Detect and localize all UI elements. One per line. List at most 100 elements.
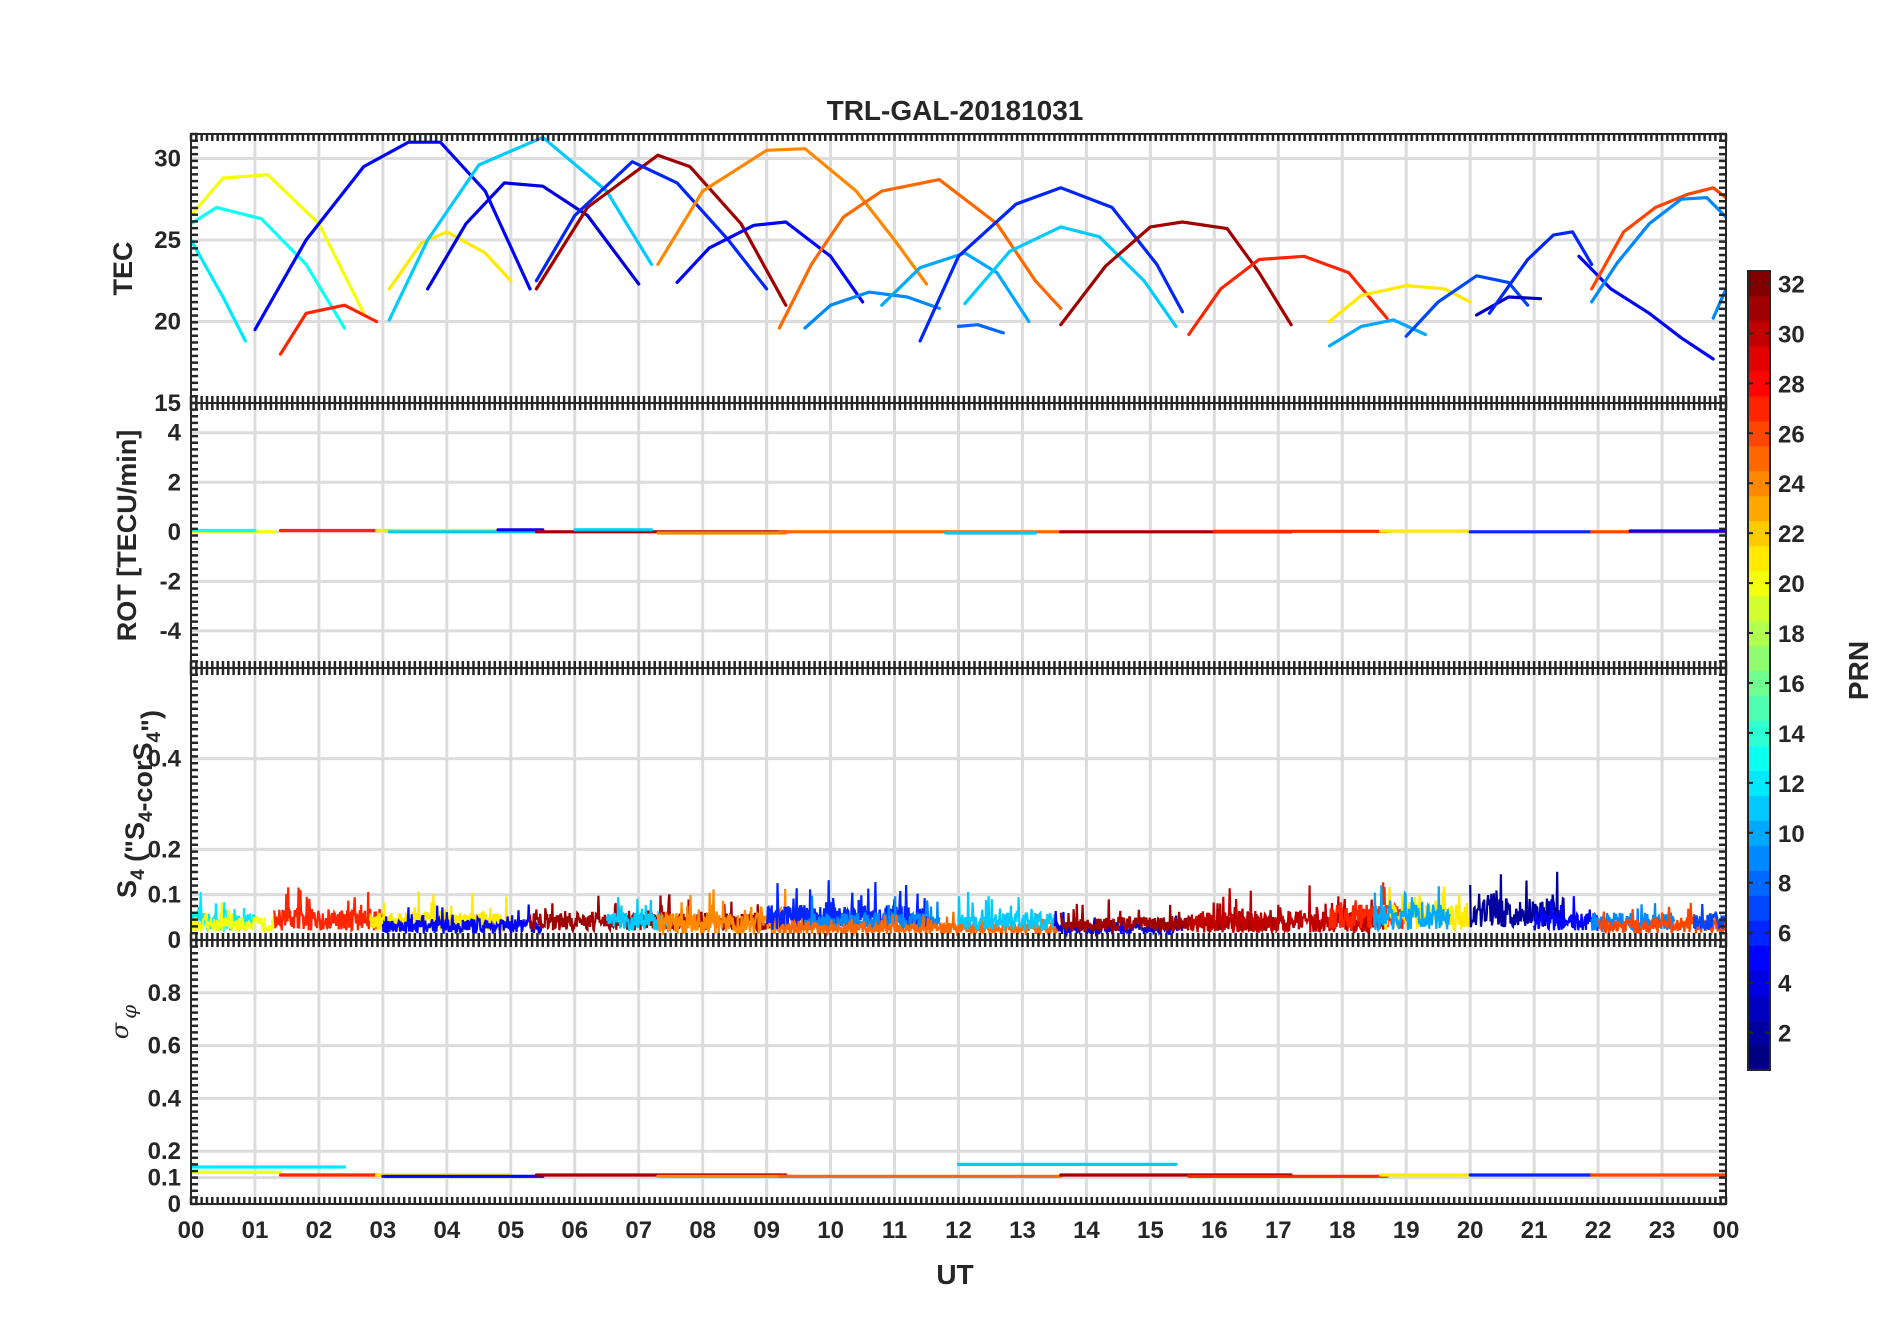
minor-ticks [189, 401, 1728, 670]
colorbar-tick-label: 2 [1778, 1021, 1791, 1048]
minor-ticks [189, 666, 1728, 942]
series-prn-31 [1059, 220, 1293, 327]
series-prn-27 [1187, 254, 1389, 337]
y-axis-label: S4 ("S4-corS4") [112, 710, 166, 898]
colorbar-tick-label: 16 [1778, 671, 1805, 698]
colorbar-step [1748, 770, 1770, 796]
x-tick-label: 13 [1009, 1217, 1036, 1244]
x-tick-label: 12 [945, 1217, 972, 1244]
colorbar-step [1748, 1045, 1770, 1071]
y-tick-label: 0 [168, 927, 181, 954]
series-prn-5 [253, 140, 532, 332]
x-tick-label: 00 [178, 1217, 205, 1244]
x-tick-label: 05 [497, 1217, 524, 1244]
x-tick-label: 19 [1393, 1217, 1420, 1244]
colorbar-step [1748, 520, 1770, 547]
colorbar-step [1748, 895, 1770, 921]
colorbar-tick-label: 28 [1778, 371, 1805, 398]
colorbar-frame [1747, 270, 1771, 1071]
y-tick-label: 0.2 [148, 836, 181, 863]
series-prn-24 [656, 147, 929, 286]
x-tick-label: 02 [306, 1217, 333, 1244]
series-prn-4 [426, 181, 641, 291]
series-prn-25 [777, 178, 1063, 330]
series-prn-11 [957, 891, 1056, 933]
panel-rot: -4 -2 0 2 4 ROT [TECU/min] [112, 401, 1728, 670]
x-tick-label: 11 [882, 1217, 907, 1244]
colorbar-step [1748, 745, 1770, 771]
y-tick-label: 25 [154, 227, 181, 254]
x-tick-label: 01 [242, 1217, 269, 1244]
y-tick-label: 20 [154, 308, 181, 335]
colorbar-step [1748, 445, 1770, 472]
colorbar-tick-label: 18 [1778, 621, 1805, 648]
series-prn-9 [1711, 287, 1726, 320]
colorbar-tick-label: 22 [1778, 521, 1805, 548]
panel-frame [190, 939, 1727, 1205]
colorbar-tick-label: 30 [1778, 321, 1805, 348]
y-tick-label: 4 [168, 420, 182, 447]
x-tick-label: 03 [370, 1217, 397, 1244]
colorbar-step [1748, 995, 1770, 1021]
colorbar-step [1748, 295, 1770, 322]
y-tick-label: 30 [154, 145, 181, 172]
colorbar-step [1748, 345, 1770, 372]
x-tick-label: 09 [753, 1217, 780, 1244]
colorbar-step [1748, 845, 1770, 871]
x-tick-label: 23 [1649, 1217, 1676, 1244]
data-layer [191, 135, 1726, 361]
colorbar-step [1748, 970, 1770, 996]
data-layer [191, 528, 1726, 535]
colorbar-tick-label: 24 [1778, 471, 1805, 498]
colorbar-step [1748, 670, 1770, 697]
colorbar-step [1748, 720, 1770, 747]
x-axis-label: UT [936, 1259, 973, 1290]
x-tick-label: 10 [817, 1217, 844, 1244]
colorbar-step [1748, 595, 1770, 622]
panel-s4: 0 0.1 0.2 0.4S4 ("S4-corS4") [112, 666, 1728, 954]
x-tick-label: 07 [625, 1217, 652, 1244]
colorbar-step [1748, 920, 1770, 946]
colorbar-step [1748, 395, 1770, 422]
series-prn-26 [1597, 902, 1726, 938]
series-prn-2 [1469, 871, 1567, 930]
series-prn-12 [191, 238, 247, 343]
colorbar-step [1748, 545, 1770, 572]
colorbar-tick-label: 26 [1778, 421, 1805, 448]
series-prn-5 [381, 904, 544, 936]
y-tick-label: -2 [160, 568, 181, 595]
colorbar-step [1748, 495, 1770, 522]
colorbar-step [1748, 870, 1770, 896]
series-prn-13 [191, 205, 347, 330]
colorbar-step [1748, 695, 1770, 722]
series-prn-9 [1590, 196, 1726, 304]
series-prn-27 [273, 887, 384, 933]
panel-tec: 15 20 25 30 TEC [108, 132, 1728, 417]
y-axis-label: ROT [TECU/min] [112, 430, 142, 641]
colorbar-step [1748, 620, 1770, 647]
series-prn-30 [1187, 885, 1388, 936]
series-prn-24 [656, 888, 787, 939]
colorbar-step [1748, 645, 1770, 672]
x-tick-label: 08 [689, 1217, 716, 1244]
y-axis-label: σφ [106, 1005, 141, 1039]
colorbar-step [1748, 420, 1770, 447]
series-prn-5 [1533, 896, 1599, 932]
series-prn-10 [1327, 318, 1428, 348]
panel-sigma_phi: 00.10.2 0.4 0.6 0.8 σφ [106, 938, 1728, 1218]
series-prn-21 [1327, 284, 1472, 324]
series-prn-26 [1590, 186, 1726, 291]
colorbar-step [1748, 470, 1770, 497]
x-tick-label: 14 [1073, 1217, 1100, 1244]
colorbar-step [1748, 1020, 1770, 1046]
colorbar-step [1748, 945, 1770, 971]
series-prn-5 [675, 220, 865, 304]
colorbar-label: PRN [1843, 641, 1874, 700]
colorbar-tick-label: 8 [1778, 871, 1791, 898]
series-prn-21 [387, 230, 513, 291]
colorbar-step [1748, 370, 1770, 397]
colorbar-tick-label: 32 [1778, 271, 1805, 298]
series-prn-11 [387, 135, 654, 322]
colorbar-tick-label: 10 [1778, 821, 1805, 848]
